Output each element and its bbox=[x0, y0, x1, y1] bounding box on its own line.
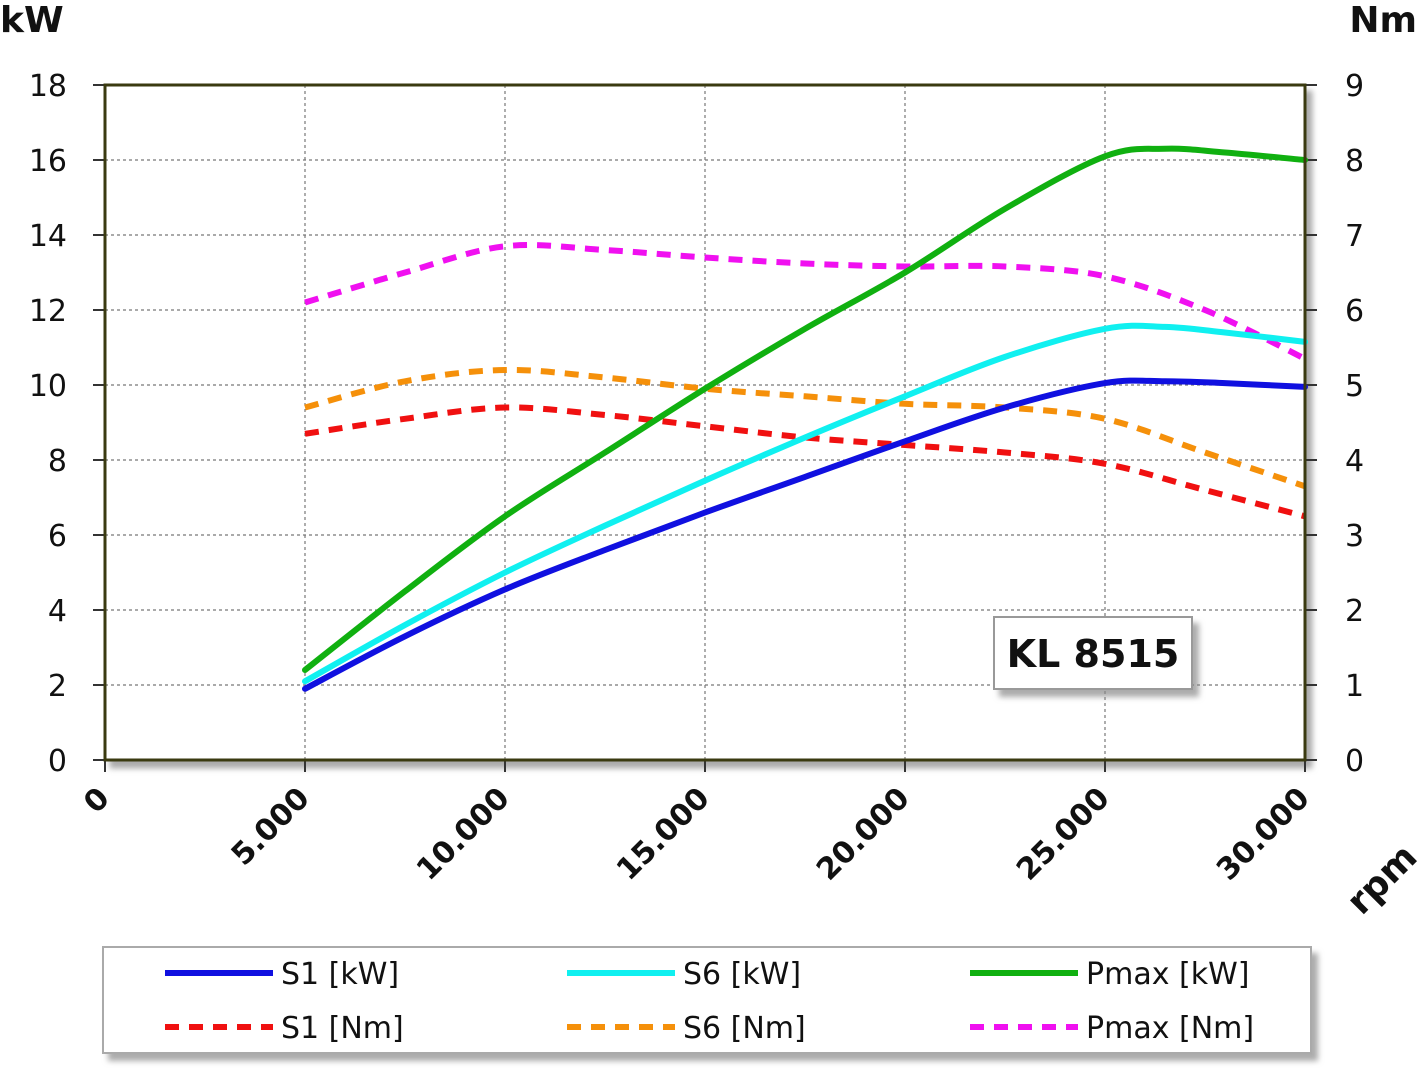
series-line-s6-kw bbox=[302, 322, 1308, 685]
model-label-box: KL 8515 bbox=[993, 616, 1193, 690]
y-right-tick-label: 3 bbox=[1345, 519, 1364, 554]
grid-lines bbox=[105, 85, 1305, 760]
y-right-tick-label: 6 bbox=[1345, 294, 1364, 329]
legend-box bbox=[102, 946, 1312, 1054]
legend-label: S1 [Nm] bbox=[281, 1011, 404, 1046]
y-left-tick-label: 4 bbox=[48, 594, 67, 629]
series-line-pmax-kw bbox=[302, 145, 1308, 673]
y-right-tick-label: 9 bbox=[1345, 69, 1364, 104]
x-tick-label: 10.000 bbox=[410, 781, 517, 888]
legend: S1 [kW] S6 [kW] Pmax [kW] S1 [Nm] S6 [Nm] Pma… bbox=[102, 946, 1312, 1054]
series-line-s1-nm bbox=[304, 404, 1306, 520]
y-right-tick-label: 1 bbox=[1345, 669, 1364, 704]
y-right-tick-label: 4 bbox=[1345, 444, 1364, 479]
y-right-tick-label: 5 bbox=[1345, 369, 1364, 404]
x-tick-label: 15.000 bbox=[610, 781, 717, 888]
series-line-pmax-nm bbox=[304, 242, 1307, 362]
legend-label: S1 [kW] bbox=[281, 957, 399, 992]
y-left-tick-label: 0 bbox=[48, 744, 67, 779]
x-tick-label: 30.000 bbox=[1210, 781, 1317, 888]
y-left-tick-label: 14 bbox=[29, 219, 67, 254]
y-left-tick-label: 6 bbox=[48, 519, 67, 554]
y-left-unit-label: kW bbox=[0, 0, 64, 41]
y-left-tick-label: 10 bbox=[29, 369, 67, 404]
series-lines bbox=[302, 145, 1308, 692]
y-left-tick-label: 8 bbox=[48, 444, 67, 479]
legend-label: Pmax [kW] bbox=[1086, 957, 1249, 992]
x-unit-label: rpm bbox=[1339, 836, 1417, 922]
x-tick-label: 25.000 bbox=[1010, 781, 1117, 888]
x-tick-label: 20.000 bbox=[810, 781, 917, 888]
legend-label: Pmax [Nm] bbox=[1086, 1011, 1254, 1046]
legend-label: S6 [kW] bbox=[683, 957, 801, 992]
x-tick-label: 5.000 bbox=[225, 781, 317, 873]
y-left-tick-label: 2 bbox=[48, 669, 67, 704]
y-left-tick-label: 12 bbox=[29, 294, 67, 329]
y-left-tick-label: 16 bbox=[29, 144, 67, 179]
series-line-s1-kw bbox=[302, 377, 1308, 692]
y-right-tick-label: 0 bbox=[1345, 744, 1364, 779]
y-right-tick-label: 7 bbox=[1345, 219, 1364, 254]
y-right-tick-label: 8 bbox=[1345, 144, 1364, 179]
y-left-tick-label: 18 bbox=[29, 69, 67, 104]
model-label: KL 8515 bbox=[1007, 632, 1180, 676]
y-right-tick-label: 2 bbox=[1345, 594, 1364, 629]
y-right-unit-label: Nm bbox=[1349, 0, 1417, 41]
series-line-s6-nm bbox=[304, 366, 1306, 490]
x-tick-label: 0 bbox=[77, 781, 117, 821]
legend-label: S6 [Nm] bbox=[683, 1011, 806, 1046]
plot-frame bbox=[103, 83, 1307, 762]
